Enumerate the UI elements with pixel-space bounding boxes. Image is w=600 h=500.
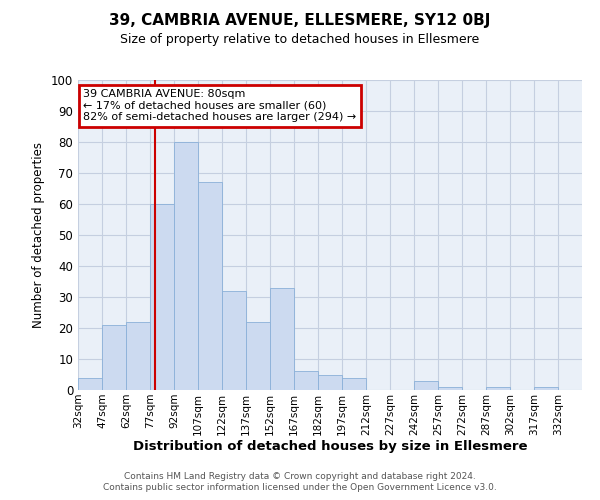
Bar bbox=[102, 325, 126, 390]
Bar bbox=[270, 288, 294, 390]
Bar bbox=[126, 322, 150, 390]
Text: Contains HM Land Registry data © Crown copyright and database right 2024.: Contains HM Land Registry data © Crown c… bbox=[124, 472, 476, 481]
Text: 39, CAMBRIA AVENUE, ELLESMERE, SY12 0BJ: 39, CAMBRIA AVENUE, ELLESMERE, SY12 0BJ bbox=[109, 12, 491, 28]
Bar bbox=[222, 291, 246, 390]
X-axis label: Distribution of detached houses by size in Ellesmere: Distribution of detached houses by size … bbox=[133, 440, 527, 454]
Bar bbox=[342, 378, 366, 390]
Bar bbox=[414, 380, 438, 390]
Bar bbox=[150, 204, 174, 390]
Bar bbox=[246, 322, 270, 390]
Bar bbox=[174, 142, 198, 390]
Bar bbox=[78, 378, 102, 390]
Bar bbox=[534, 387, 558, 390]
Text: 39 CAMBRIA AVENUE: 80sqm
← 17% of detached houses are smaller (60)
82% of semi-d: 39 CAMBRIA AVENUE: 80sqm ← 17% of detach… bbox=[83, 90, 356, 122]
Text: Contains public sector information licensed under the Open Government Licence v3: Contains public sector information licen… bbox=[103, 483, 497, 492]
Y-axis label: Number of detached properties: Number of detached properties bbox=[32, 142, 46, 328]
Bar bbox=[198, 182, 222, 390]
Text: Size of property relative to detached houses in Ellesmere: Size of property relative to detached ho… bbox=[121, 32, 479, 46]
Bar bbox=[438, 387, 462, 390]
Bar bbox=[294, 372, 318, 390]
Bar bbox=[486, 387, 510, 390]
Bar bbox=[318, 374, 342, 390]
